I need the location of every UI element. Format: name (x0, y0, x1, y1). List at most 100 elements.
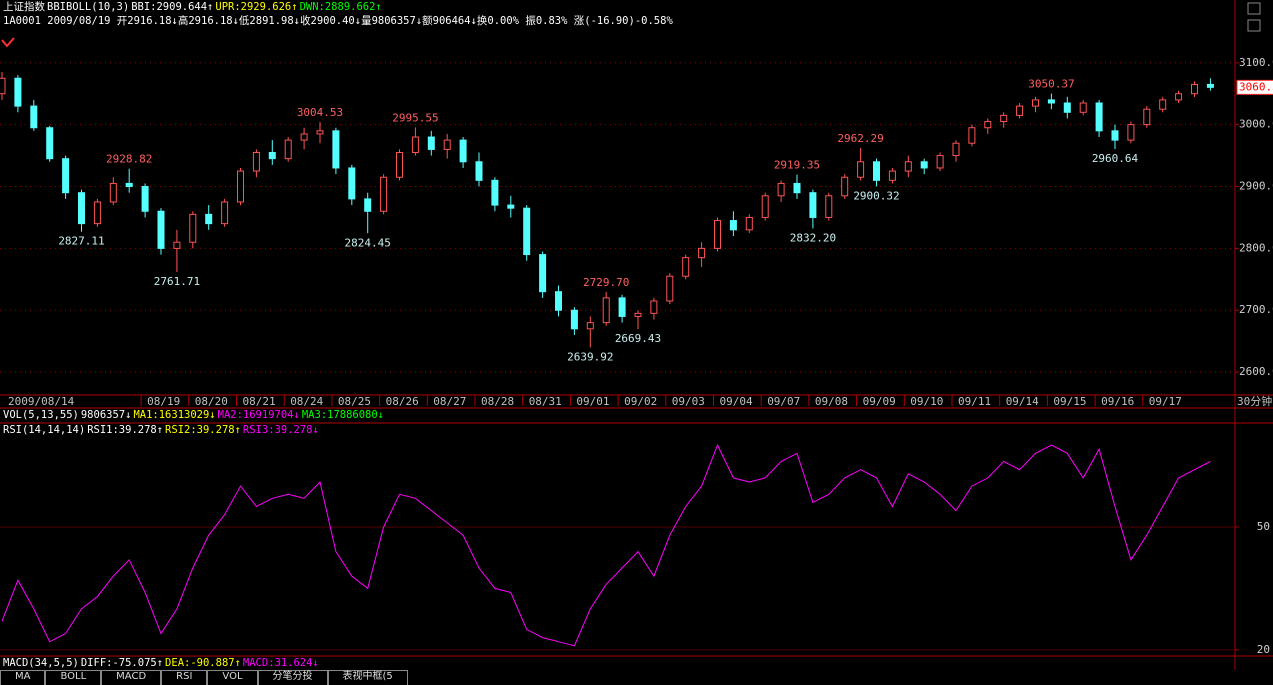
candle-body (920, 161, 928, 169)
x-tick-label: 09/14 (1006, 395, 1039, 408)
x-tick-label: 09/08 (815, 395, 848, 408)
candle-body (1111, 130, 1119, 141)
candle-body (729, 220, 737, 231)
candle-body (1079, 102, 1087, 113)
y-tick-label: 2800.0 (1239, 241, 1273, 254)
candle-body (46, 127, 54, 160)
candle-body (936, 155, 944, 169)
candle-body (761, 195, 769, 218)
info-text: 1A0001 2009/08/19 开2916.18↓高2916.18↓低289… (3, 15, 673, 27)
candle-body (252, 151, 260, 172)
y-tick-label: 2600.0 (1239, 365, 1273, 378)
extreme-label: 2900.32 (853, 189, 899, 202)
candle-body (857, 161, 865, 178)
indicator-value: BBI:2909.644↑ (131, 1, 214, 13)
y-tick-label: 3100.0 (1239, 56, 1273, 69)
macd-legend: MACD(34,5,5) DIFF:-75.075↑ DEA:-90.887↑ MAC… (3, 657, 321, 669)
candle-body (650, 300, 658, 314)
candle-body (793, 182, 801, 194)
candle-body (507, 204, 515, 209)
candle-body (173, 241, 181, 249)
x-tick-label: 09/16 (1101, 395, 1134, 408)
candle-body (78, 192, 85, 225)
window-button[interactable] (1247, 19, 1261, 32)
candle-body (745, 216, 753, 231)
rsi-legend: RSI(14,14,14) RSI1:39.278↑ RSI2:39.278↑ RSI… (3, 424, 321, 436)
candle-body (491, 179, 499, 206)
candle-body (380, 176, 388, 212)
indicator-value: DWN:2889.662↑ (299, 1, 382, 13)
extreme-label: 2919.35 (774, 159, 820, 172)
candle-body (284, 139, 292, 160)
candle-body (586, 322, 594, 330)
window-button[interactable] (1247, 2, 1261, 15)
candle-body (809, 192, 817, 218)
candle-body (570, 309, 578, 330)
x-tick-label: 08/28 (481, 395, 514, 408)
candle-body (1016, 105, 1024, 116)
x-tick-label: 09/17 (1149, 395, 1182, 408)
info-line: 1A0001 2009/08/19 开2916.18↓高2916.18↓低289… (3, 15, 675, 27)
indicator-value: UPR:2929.626↑ (215, 1, 298, 13)
x-tick-label: 08/31 (529, 395, 562, 408)
x-tick-label: 09/11 (958, 395, 991, 408)
candle-body (157, 210, 165, 249)
candle-body (984, 121, 992, 129)
extreme-label: 2639.92 (567, 350, 613, 363)
x-tick-label: 08/26 (386, 395, 419, 408)
indicator-title: MACD(34,5,5) (3, 657, 79, 669)
candle-body (300, 133, 308, 141)
extreme-label: 2761.71 (154, 275, 200, 288)
indicator-value: 9806357↓ (80, 409, 132, 421)
indicator-value: MA1:16313029↓ (133, 409, 216, 421)
extreme-label: 2827.11 (58, 235, 104, 248)
candle-body (539, 254, 547, 293)
y-tick-label: 3000.0 (1239, 118, 1273, 131)
candle-body (666, 275, 674, 302)
candle-body (968, 127, 976, 144)
indicator-title: RSI(14,14,14) (3, 424, 86, 436)
tab-bar: MA BOLL MACD RSI VOL 分笔分投 表视中框(5 (0, 670, 408, 685)
candle-body (952, 142, 960, 157)
candle-body (777, 182, 785, 197)
instrument-name: 上证指数 (3, 1, 45, 13)
candle-body (682, 257, 690, 277)
candle-body (205, 213, 213, 225)
candle-body (1127, 124, 1135, 141)
candle-body (1047, 99, 1055, 104)
y-tick-label: 20 (1257, 643, 1270, 656)
candle-body (1000, 114, 1008, 123)
extreme-label: 2669.43 (615, 332, 661, 345)
candle-body (443, 139, 451, 150)
candle-body (316, 130, 324, 135)
candle-body (348, 167, 356, 200)
y-tick-label: 2700.0 (1239, 303, 1273, 316)
extreme-label: 2928.82 (106, 153, 152, 166)
candle-body (904, 161, 912, 172)
extreme-label: 3004.53 (297, 106, 343, 119)
indicator-value: RSI3:39.278↓ (242, 424, 319, 436)
candle-body (1095, 102, 1103, 132)
indicator-value: DEA:-90.887↑ (165, 657, 241, 669)
candle-body (1143, 108, 1151, 126)
x-tick-label: 09/04 (720, 395, 753, 408)
candle-body (0, 77, 6, 95)
extreme-label: 3050.37 (1028, 77, 1074, 90)
candle-body (698, 247, 706, 259)
x-tick-label: 08/27 (433, 395, 466, 408)
indicator-value: MA3:17886080↓ (301, 409, 384, 421)
rsi-line (1, 443, 1211, 647)
period-label: 30分钟 (1237, 394, 1272, 408)
candle-body (1159, 99, 1167, 110)
candle-body (873, 161, 880, 181)
candle-body (62, 158, 70, 194)
candle-body (396, 151, 403, 178)
candle-body (189, 213, 197, 243)
volume-legend: VOL(5,13,55) 9806357↓ MA1:16313029↓ MA2:169… (3, 409, 386, 421)
x-tick-label: 08/19 (147, 395, 180, 408)
x-tick-label: 09/07 (767, 395, 800, 408)
candle-body (14, 77, 22, 107)
extreme-label: 2960.64 (1092, 152, 1139, 165)
candle-body (237, 170, 244, 203)
